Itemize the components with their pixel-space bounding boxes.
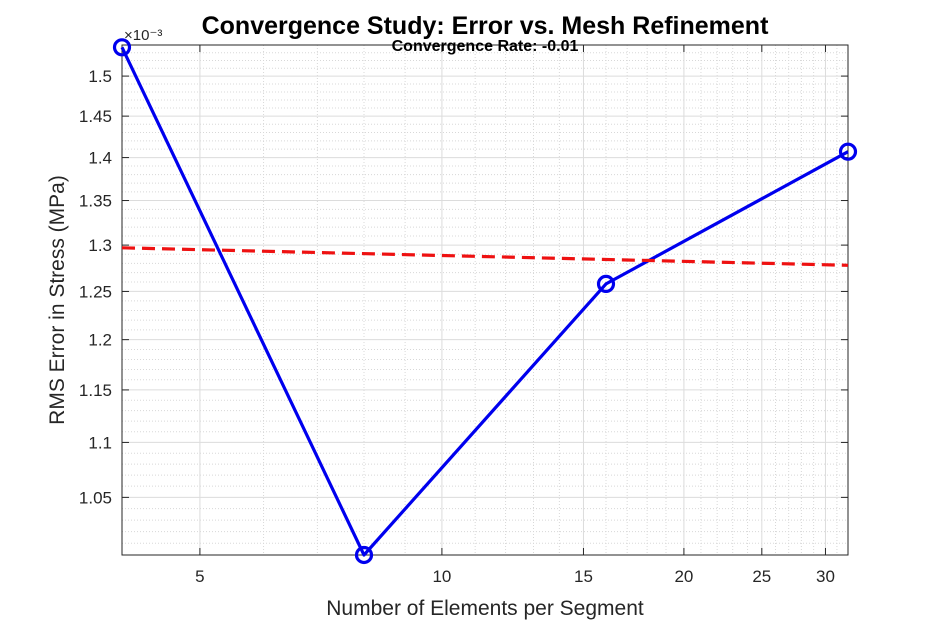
x-axis-label: Number of Elements per Segment [326, 597, 644, 620]
series-layer [112, 38, 858, 565]
axis-ticks: 5 10 15 20 25 30 1.05 1.1 1.15 1.2 1.25 1.3 1.35 1.4 1… [79, 45, 848, 586]
x-tick-label: 30 [816, 567, 835, 586]
chart-subtitle: Convergence Rate: -0.01 [392, 38, 579, 55]
x-tick-label: 25 [752, 567, 771, 586]
data-point-marker [838, 142, 858, 161]
y-tick-label: 1.35 [79, 192, 112, 211]
data-point-marker [112, 38, 132, 57]
y-tick-label: 1.3 [88, 236, 112, 255]
y-tick-label: 1.45 [79, 107, 112, 126]
chart-title: Convergence Study: Error vs. Mesh Refine… [202, 12, 769, 40]
y-tick-label: 1.25 [79, 282, 112, 301]
data-point-marker [596, 274, 616, 293]
plot-frame [121, 44, 849, 556]
x-tick-label: 20 [674, 567, 693, 586]
y-tick-label: 1.15 [79, 381, 112, 400]
x-tick-label: 15 [574, 567, 593, 586]
y-tick-label: 1.05 [79, 488, 112, 507]
y-tick-label: 1.4 [88, 149, 112, 168]
x-tick-label: 5 [195, 567, 204, 586]
x-tick-label: 10 [432, 567, 451, 586]
data-point-marker [354, 545, 374, 565]
y-axis-label: RMS Error in Stress (MPa) [46, 175, 69, 425]
error-line [120, 46, 849, 557]
major-grid [122, 45, 848, 555]
y-axis-multiplier: ×10⁻³ [124, 27, 162, 44]
plot-background [122, 45, 848, 555]
y-tick-label: 1.1 [88, 433, 112, 452]
fit-line-dashed [121, 246, 849, 267]
y-tick-label: 1.5 [88, 67, 112, 86]
y-tick-label: 1.2 [88, 331, 112, 350]
